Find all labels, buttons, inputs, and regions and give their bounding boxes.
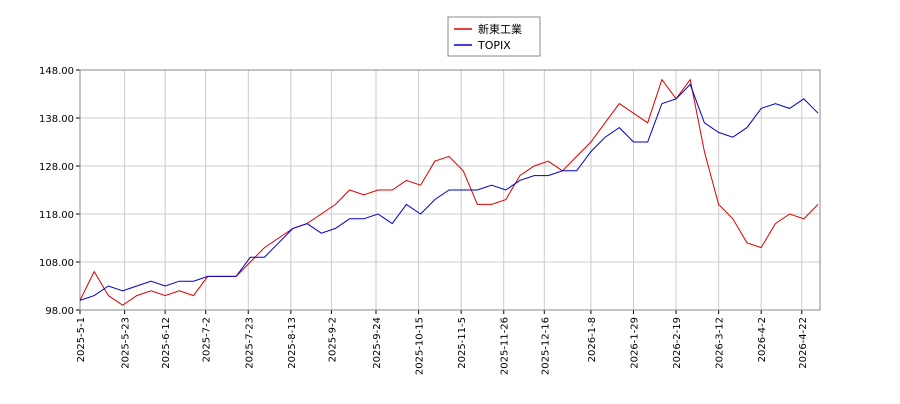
series-line: [79, 78, 819, 306]
x-tick-label: 2025-11-26: [500, 317, 511, 375]
x-tick-label: 2025-10-15: [415, 317, 426, 375]
x-tick-label: 2026-1-8: [587, 317, 598, 362]
x-tick-label: 2025-6-12: [161, 317, 172, 369]
x-tick-label: 2025-5-23: [121, 317, 132, 369]
y-tick-label: 138.00: [39, 114, 74, 125]
x-tick-label: 2025-9-2: [327, 317, 338, 362]
y-tick-label: 98.00: [45, 306, 74, 317]
x-tick-label: 2026-2-19: [672, 317, 683, 369]
x-tick-label: 2025-7-23: [244, 317, 255, 369]
legend-label: TOPIX: [477, 39, 511, 52]
legend-box: [447, 16, 541, 57]
x-tick-label: 2025-11-5: [457, 317, 468, 369]
x-tick-label: 2025-12-16: [540, 317, 551, 375]
y-tick-label: 118.00: [39, 210, 74, 221]
y-tick-label: 148.00: [39, 66, 74, 77]
y-tick-label: 128.00: [39, 162, 74, 173]
x-tick-label: 2026-3-12: [715, 317, 726, 369]
legend-label: 新東工業: [478, 22, 522, 36]
y-tick-label: 108.00: [39, 258, 74, 269]
x-tick-label: 2026-4-22: [798, 317, 809, 369]
series-line: [79, 83, 819, 301]
x-tick-label: 2025-5-1: [76, 317, 87, 362]
x-tick-label: 2025-9-24: [372, 317, 383, 369]
x-tick-label: 2025-8-13: [287, 317, 298, 369]
x-tick-label: 2026-4-2: [757, 317, 768, 362]
plot-frame: [79, 69, 821, 311]
x-tick-label: 2025-7-2: [202, 317, 213, 362]
x-tick-label: 2026-1-29: [629, 317, 640, 369]
